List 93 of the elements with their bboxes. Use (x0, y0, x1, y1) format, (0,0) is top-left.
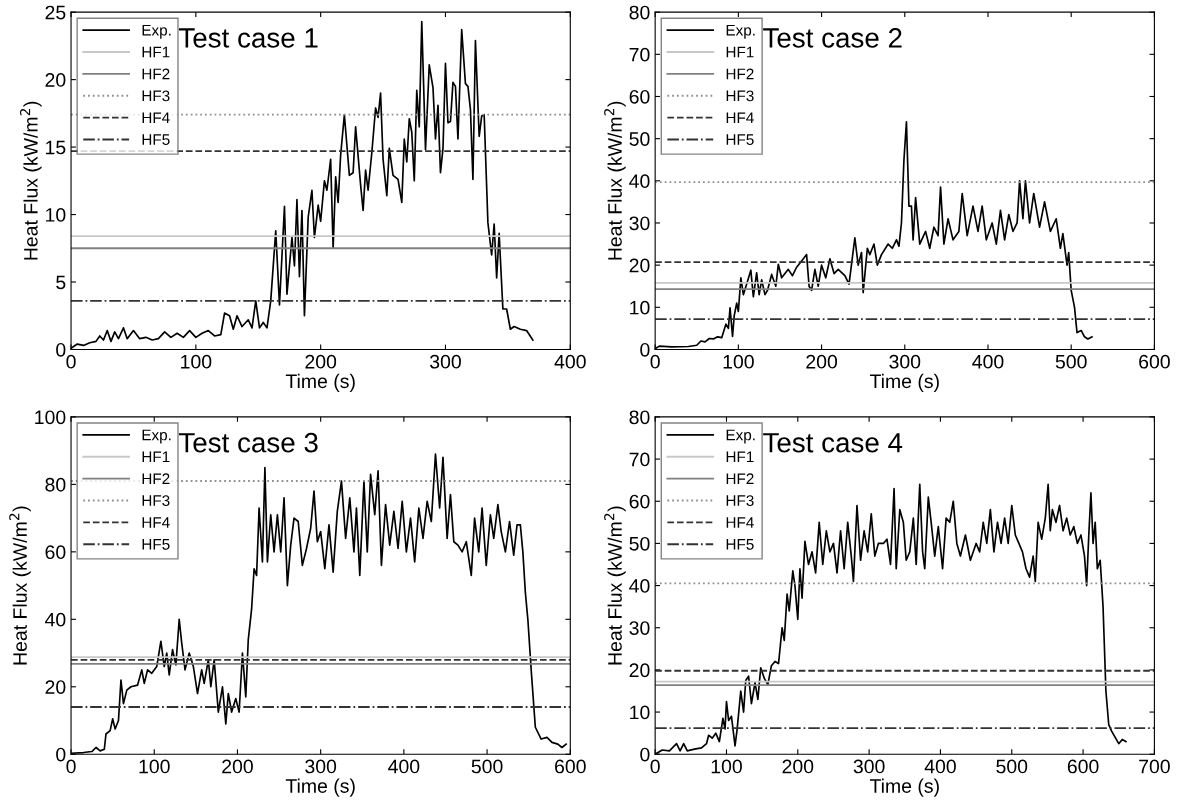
y-tick-label: 20 (629, 258, 650, 273)
x-tick-label: 500 (996, 759, 1028, 774)
legend-label: Exp. (142, 24, 171, 39)
x-tick-label: 600 (555, 759, 586, 774)
y-tick-label: 0 (640, 342, 650, 357)
y-axis-title: Heat Flux (kW/m$^{2}$) (604, 101, 626, 260)
x-tick-label: 200 (222, 759, 253, 774)
x-tick-label: 100 (723, 354, 754, 369)
y-tick-label: 15 (46, 140, 66, 155)
legend-label: Exp. (142, 429, 171, 444)
x-tick-label: 400 (972, 354, 1004, 369)
y-tick-label: 40 (45, 612, 66, 627)
y-tick-label: 10 (46, 208, 66, 222)
x-tick-label: 300 (305, 759, 337, 774)
y-tick-label: 70 (629, 47, 650, 62)
legend-label: HF1 (142, 46, 170, 58)
x-tick-label: 600 (1067, 759, 1099, 774)
legend-label: HF1 (142, 451, 170, 463)
x-tick-label: 300 (889, 354, 921, 369)
legend-label: HF4 (726, 112, 754, 123)
chart-title: Test case 3 (179, 432, 318, 453)
x-tick-label: 600 (1139, 354, 1170, 369)
legend-label: Exp. (726, 24, 755, 39)
legend-label: HF4 (726, 517, 754, 528)
x-tick-label: 400 (554, 354, 586, 369)
y-tick-label: 10 (630, 705, 650, 720)
legend-label: HF2 (726, 473, 754, 484)
x-tick-label: 200 (782, 759, 814, 774)
legend-label: HF5 (726, 539, 754, 550)
x-tick-label: 0 (66, 759, 76, 774)
chart-title: Test case 1 (179, 28, 318, 48)
y-tick-label: 0 (56, 342, 66, 357)
y-tick-label: 30 (629, 621, 650, 635)
x-tick-label: 100 (181, 354, 212, 369)
y-tick-label: 40 (629, 174, 650, 189)
y-tick-label: 100 (35, 410, 66, 425)
x-tick-label: 700 (1139, 759, 1170, 774)
legend-label: HF2 (142, 473, 170, 484)
y-tick-label: 0 (640, 747, 650, 762)
x-axis-title: Time (s) (869, 778, 939, 797)
y-tick-label: 20 (45, 73, 66, 87)
x-tick-label: 0 (650, 354, 660, 369)
legend-label: HF2 (142, 68, 170, 80)
legend-label: HF3 (142, 495, 170, 507)
x-tick-label: 100 (139, 759, 170, 774)
x-axis-title: Time (s) (869, 373, 939, 392)
x-tick-label: 400 (388, 759, 420, 774)
legend-label: HF5 (142, 134, 170, 146)
legend-label: HF3 (142, 90, 170, 102)
x-tick-label: 400 (924, 759, 956, 774)
y-tick-label: 10 (630, 300, 650, 315)
y-tick-label: 25 (45, 5, 66, 20)
y-tick-label: 60 (45, 545, 66, 560)
y-tick-label: 40 (629, 579, 650, 593)
chart-title: Test case 4 (763, 433, 903, 453)
y-tick-label: 20 (45, 680, 66, 695)
x-axis-title: Time (s) (285, 778, 355, 797)
y-tick-label: 0 (56, 747, 66, 762)
x-tick-label: 100 (711, 759, 742, 774)
y-tick-label: 60 (629, 494, 650, 509)
x-tick-label: 500 (471, 759, 503, 774)
y-tick-label: 30 (629, 216, 650, 231)
legend-label: HF1 (726, 46, 754, 58)
y-tick-label: 50 (629, 536, 650, 551)
y-axis-title: Heat Flux (kW/m$^{2}$) (20, 101, 42, 260)
x-tick-label: 300 (430, 354, 461, 369)
x-tick-label: 0 (66, 354, 76, 369)
y-tick-label: 80 (629, 410, 650, 425)
y-axis-title: Heat Flux (kW/m$^{2}$) (604, 506, 626, 665)
y-tick-label: 80 (629, 5, 650, 20)
y-axis-title: Heat Flux (kW/m$^{2}$) (9, 506, 31, 665)
legend-label: HF4 (142, 112, 170, 123)
x-tick-label: 500 (1055, 354, 1087, 369)
x-tick-label: 0 (650, 759, 660, 774)
y-tick-label: 60 (629, 89, 650, 104)
y-tick-label: 5 (56, 275, 66, 290)
y-tick-label: 50 (629, 132, 650, 146)
x-tick-label: 200 (806, 354, 838, 369)
chart-title: Test case 2 (763, 28, 902, 48)
legend-label: HF5 (142, 539, 170, 550)
legend-label: HF3 (726, 495, 754, 507)
legend-label: HF1 (726, 451, 754, 463)
y-tick-label: 70 (629, 452, 650, 467)
x-axis-title: Time (s) (285, 373, 355, 392)
x-tick-label: 300 (853, 759, 885, 774)
legend-label: HF4 (142, 517, 170, 528)
legend-label: Exp. (726, 429, 755, 444)
y-tick-label: 20 (629, 663, 650, 678)
legend-label: HF3 (726, 90, 754, 102)
legend-label: HF2 (726, 68, 754, 80)
legend-label: HF5 (726, 134, 754, 146)
y-tick-label: 80 (45, 477, 66, 492)
x-tick-label: 200 (305, 354, 337, 369)
